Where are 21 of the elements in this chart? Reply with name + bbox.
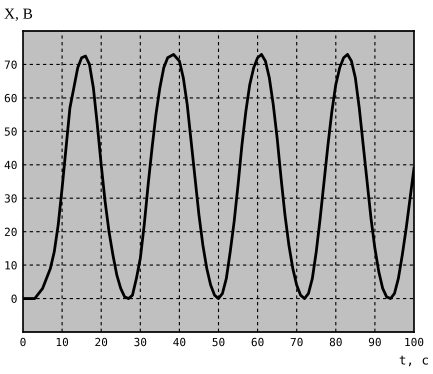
x-tick-label: 60: [252, 338, 264, 346]
x-axis-title: t, c: [400, 356, 428, 366]
y-tick-label: 20: [4, 228, 17, 236]
y-tick-label: 30: [4, 194, 17, 203]
x-tick-label: 30: [134, 338, 146, 346]
x-tick-label: 20: [95, 338, 108, 346]
y-tick-label: 0: [11, 294, 17, 303]
y-tick-label: 60: [4, 94, 17, 102]
x-tick-label: 40: [173, 338, 186, 346]
y-tick-label: 70: [4, 60, 17, 69]
x-tick-label: 70: [290, 338, 303, 346]
x-tick-label: 100: [405, 338, 424, 346]
x-tick-label: 50: [212, 338, 224, 346]
y-tick-label: 10: [5, 261, 17, 270]
x-tick-label: 0: [20, 338, 26, 346]
x-tick-label: 80: [330, 338, 342, 346]
y-tick-label: 50: [4, 127, 17, 136]
x-tick-label: 10: [56, 338, 68, 346]
y-tick-label: 40: [4, 160, 17, 170]
y-axis-title: X, B: [4, 8, 32, 22]
x-tick-label: 90: [368, 338, 381, 346]
